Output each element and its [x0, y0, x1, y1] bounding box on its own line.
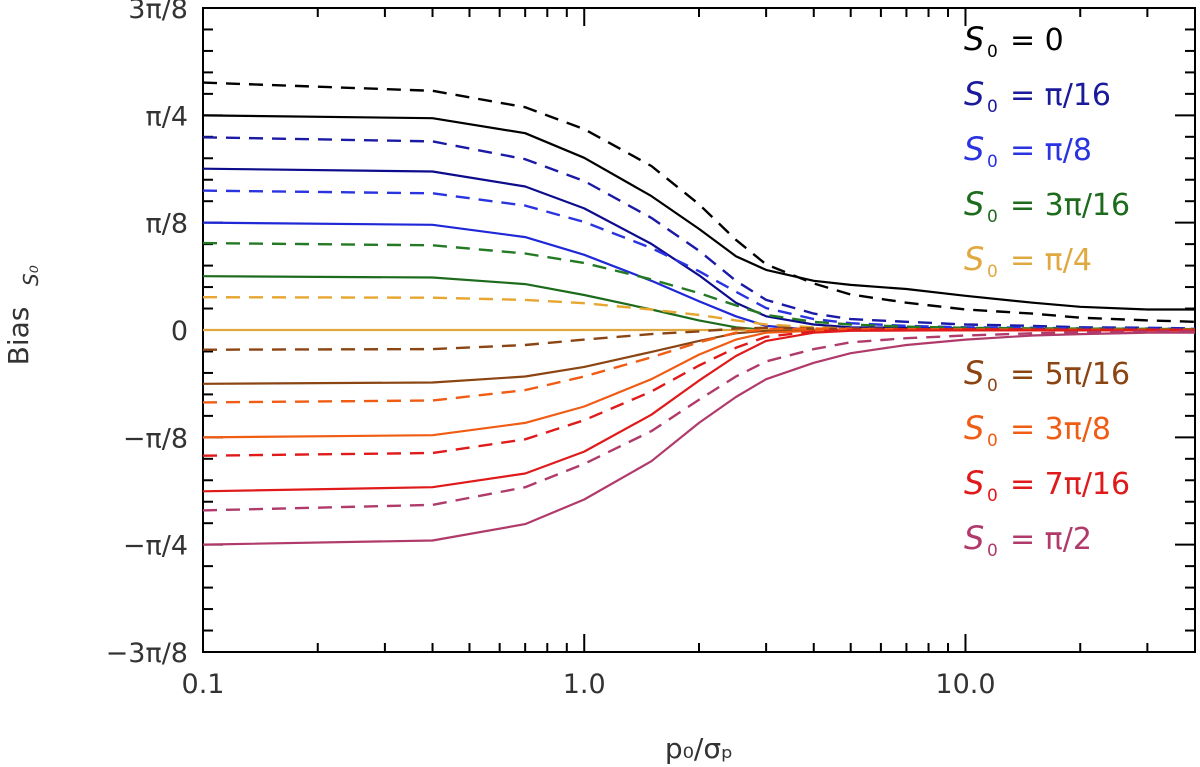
legend-label: = π/8 — [1010, 133, 1092, 168]
legend-symbol-subscript: 0 — [987, 376, 998, 396]
legend-symbol-subscript: 0 — [987, 486, 998, 506]
legend-symbol: S — [964, 240, 984, 278]
series-line-dashed — [202, 330, 1196, 512]
series-line-dashed — [202, 136, 1196, 330]
x-tick-label: 10.0 — [935, 669, 995, 700]
legend-label: = 3π/16 — [1010, 188, 1130, 223]
y-axis-title-subscript: S₀ — [19, 265, 43, 286]
legend-entry: S 0 = 3π/8 — [964, 409, 1111, 451]
y-tick-label: 0 — [171, 316, 188, 347]
legend-entry: S 0 = π/16 — [964, 75, 1111, 117]
legend-entry: S 0 = 7π/16 — [964, 464, 1130, 506]
legend-label: = π/4 — [1010, 243, 1092, 278]
series-line-dashed — [202, 81, 1196, 323]
legend-symbol: S — [964, 464, 984, 502]
series-line-dashed — [202, 328, 1195, 457]
legend-entry: S 0 = 0 — [964, 20, 1064, 62]
legend-entry: S 0 = π/8 — [964, 130, 1092, 172]
series-line-solid — [202, 114, 1195, 311]
legend-label: = 0 — [1010, 23, 1064, 58]
x-axis-title: p₀/σₚ — [665, 732, 733, 765]
legend-label: = 5π/16 — [1010, 357, 1130, 392]
legend-symbol-subscript: 0 — [987, 207, 998, 227]
legend-symbol: S — [964, 130, 984, 168]
legend-symbol-subscript: 0 — [987, 431, 998, 451]
legend-label: = π/2 — [1010, 522, 1092, 557]
axis-ticks — [202, 7, 1196, 653]
axis-tick-labels: 0.1 1.0 10.0 3π/8 π/4 π/8 0 −π/8 −π/4 −3π/8 — [106, 0, 996, 700]
legend-entry: S 0 = π/2 — [964, 519, 1092, 561]
y-tick-label: −π/4 — [123, 531, 188, 562]
legend-symbol-subscript: 0 — [987, 262, 998, 282]
series-line-solid — [202, 331, 1195, 546]
legend-label: = 3π/8 — [1010, 412, 1111, 447]
legend-entry: S 0 = 3π/16 — [964, 185, 1130, 227]
x-tick-label: 0.1 — [182, 669, 225, 700]
y-tick-label: 3π/8 — [128, 0, 188, 25]
legend-symbol: S — [964, 20, 984, 58]
legend-entry: S 0 = 5π/16 — [964, 354, 1130, 396]
legend-symbol: S — [964, 75, 984, 113]
y-tick-label: π/4 — [145, 101, 188, 132]
legend-symbol: S — [964, 519, 984, 557]
legend: S 0 = 0S 0 = π/16S 0 = π/8S 0 = 3π/16S 0 = π/4S 0 = … — [964, 20, 1130, 561]
y-axis-title-group: Bias S₀ — [2, 265, 43, 365]
legend-entry: S 0 = π/4 — [964, 240, 1092, 282]
y-tick-label: −π/8 — [123, 423, 188, 454]
legend-symbol: S — [964, 185, 984, 223]
x-tick-label: 1.0 — [563, 669, 606, 700]
series-lines — [202, 81, 1196, 546]
legend-symbol-subscript: 0 — [987, 541, 998, 561]
y-axis-title: Bias — [2, 307, 35, 366]
legend-symbol-subscript: 0 — [987, 42, 998, 62]
legend-label: = π/16 — [1010, 78, 1111, 113]
y-tick-label: π/8 — [145, 209, 188, 240]
legend-symbol-subscript: 0 — [987, 97, 998, 117]
legend-label: = 7π/16 — [1010, 467, 1130, 502]
legend-symbol: S — [964, 409, 984, 447]
legend-symbol: S — [964, 354, 984, 392]
legend-symbol-subscript: 0 — [987, 152, 998, 172]
y-tick-label: −3π/8 — [106, 638, 188, 669]
